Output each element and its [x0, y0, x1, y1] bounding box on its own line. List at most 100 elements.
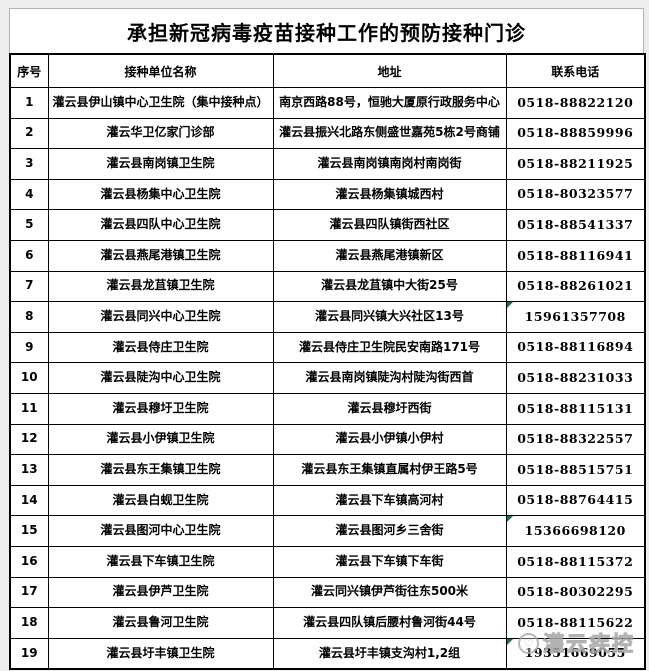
- row-phone-value: 15961357708: [524, 308, 626, 324]
- row-name: 灌云县侍庄卫生院: [47, 331, 274, 364]
- row-name: 灌云县下车镇卫生院: [47, 545, 274, 578]
- row-seq: 2: [9, 117, 49, 150]
- row-phone-value: 0518-80323577: [517, 186, 634, 202]
- row-seq: 9: [9, 331, 49, 364]
- row-address: 灌云县穆圩西街: [272, 392, 507, 425]
- row-name: 灌云县燕尾港镇卫生院: [47, 239, 274, 272]
- row-phone: 0518-88211925: [505, 148, 646, 180]
- row-phone: 0518-88764415: [505, 484, 646, 517]
- row-phone-value: 0518-88211925: [517, 155, 634, 171]
- row-phone-value: 19351669055: [524, 645, 626, 661]
- row-phone-value: 0518-88764415: [517, 492, 634, 508]
- row-phone: 0518-88261021: [505, 270, 646, 303]
- row-name: 灌云县穆圩卫生院: [47, 392, 274, 425]
- row-phone-value: 0518-88541337: [517, 216, 634, 232]
- row-address: 灌云县龙苴镇中大街25号: [272, 270, 507, 303]
- row-seq: 8: [9, 301, 49, 333]
- row-phone-value: 0518-88859996: [517, 125, 634, 141]
- row-phone-value: 0518-80302295: [517, 584, 634, 600]
- row-phone-value: 0518-88115372: [517, 553, 634, 569]
- row-phone: 0518-88115372: [505, 545, 646, 578]
- row-address: 南京西路88号，恒驰大厦原行政服务中心: [272, 87, 507, 119]
- row-phone-value: 0518-88116894: [517, 339, 634, 355]
- row-address: 灌云县小伊镇小伊村: [272, 423, 507, 456]
- row-address: 灌云同兴镇伊芦街往东500米: [272, 576, 507, 609]
- row-phone-value: 0518-88515751: [517, 461, 634, 477]
- column-header-phone: 联系电话: [505, 53, 646, 88]
- clinic-table-sheet: 承担新冠病毒疫苗接种工作的预防接种门诊 序号 接种单位名称 地址 联系电话 1 …: [9, 8, 646, 671]
- column-header-address: 地址: [272, 53, 507, 88]
- row-phone: 0518-88116941: [505, 239, 646, 272]
- table-row: 1 灌云县伊山镇中心卫生院（集中接种点） 南京西路88号，恒驰大厦原行政服务中心…: [9, 87, 646, 119]
- row-address: 灌云县南岗镇南岗村南岗街: [272, 148, 507, 180]
- row-phone: 0518-80302295: [505, 576, 646, 609]
- table-row: 2 灌云华卫亿家门诊部 灌云县振兴北路东侧盛世嘉苑5栋2号商铺 0518-888…: [9, 117, 646, 150]
- row-phone: 15366698120: [505, 515, 646, 547]
- row-seq: 16: [9, 545, 49, 578]
- row-address: 灌云县圩丰镇支沟村1,2组: [272, 637, 507, 670]
- row-seq: 13: [9, 454, 49, 486]
- row-name: 灌云县南岗镇卫生院: [47, 148, 274, 180]
- row-address: 灌云县下车镇高河村: [272, 484, 507, 517]
- row-phone: 0518-88322557: [505, 423, 646, 456]
- row-address: 灌云县东王集镇直属村伊王路5号: [272, 454, 507, 486]
- row-address: 灌云县同兴镇大兴社区13号: [272, 301, 507, 333]
- vaccination-clinics-table: 序号 接种单位名称 地址 联系电话 1 灌云县伊山镇中心卫生院（集中接种点） 南…: [9, 53, 646, 671]
- row-name: 灌云县东王集镇卫生院: [47, 454, 274, 486]
- row-name: 灌云县龙苴镇卫生院: [47, 270, 274, 303]
- row-name: 灌云县四队中心卫生院: [47, 209, 274, 241]
- row-seq: 4: [9, 178, 49, 211]
- row-name: 灌云县杨集中心卫生院: [47, 178, 274, 211]
- row-phone: 0518-88115131: [505, 392, 646, 425]
- row-name: 灌云县图河中心卫生院: [47, 515, 274, 547]
- excel-flag-icon: [507, 302, 513, 309]
- row-seq: 1: [9, 87, 49, 119]
- row-address: 灌云县侍庄卫生院民安南路171号: [272, 331, 507, 364]
- row-seq: 3: [9, 148, 49, 180]
- column-header-name: 接种单位名称: [47, 53, 274, 88]
- table-row: 11 灌云县穆圩卫生院 灌云县穆圩西街 0518-88115131: [9, 392, 646, 425]
- row-address: 灌云县燕尾港镇新区: [272, 239, 507, 272]
- row-phone-value: 0518-88116941: [517, 247, 634, 263]
- table-row: 9 灌云县侍庄卫生院 灌云县侍庄卫生院民安南路171号 0518-8811689…: [9, 331, 646, 364]
- table-body: 1 灌云县伊山镇中心卫生院（集中接种点） 南京西路88号，恒驰大厦原行政服务中心…: [9, 87, 646, 670]
- table-row: 16 灌云县下车镇卫生院 灌云县下车镇下车街 0518-88115372: [9, 545, 646, 578]
- row-name: 灌云县小伊镇卫生院: [47, 423, 274, 456]
- row-seq: 14: [9, 484, 49, 517]
- row-phone: 19351669055: [505, 637, 646, 670]
- table-row: 5 灌云县四队中心卫生院 灌云县四队镇街西社区 0518-88541337: [9, 209, 646, 241]
- table-row: 4 灌云县杨集中心卫生院 灌云县杨集镇城西村 0518-80323577: [9, 178, 646, 211]
- row-seq: 17: [9, 576, 49, 609]
- row-address: 灌云县杨集镇城西村: [272, 178, 507, 211]
- row-seq: 11: [9, 392, 49, 425]
- row-phone: 0518-88231033: [505, 362, 646, 394]
- row-phone-value: 0518-88115622: [517, 614, 634, 630]
- row-name: 灌云县陡沟中心卫生院: [47, 362, 274, 394]
- excel-flag-icon: [507, 639, 513, 645]
- table-row: 15 灌云县图河中心卫生院 灌云县图河乡三舍街 15366698120: [9, 515, 646, 547]
- row-name: 灌云华卫亿家门诊部: [47, 117, 274, 150]
- row-seq: 5: [9, 209, 49, 241]
- row-phone: 0518-88541337: [505, 209, 646, 241]
- row-name: 灌云县圩丰镇卫生院: [47, 637, 274, 670]
- row-address: 灌云县振兴北路东侧盛世嘉苑5栋2号商铺: [272, 117, 507, 150]
- row-seq: 18: [9, 607, 49, 639]
- table-row: 6 灌云县燕尾港镇卫生院 灌云县燕尾港镇新区 0518-88116941: [9, 239, 646, 272]
- excel-flag-icon: [507, 516, 513, 523]
- row-phone: 0518-88115622: [505, 607, 646, 639]
- table-row: 19 灌云县圩丰镇卫生院 灌云县圩丰镇支沟村1,2组 19351669055: [9, 637, 646, 670]
- table-row: 14 灌云县白蚬卫生院 灌云县下车镇高河村 0518-88764415: [9, 484, 646, 517]
- row-address: 灌云县下车镇下车街: [272, 545, 507, 578]
- row-phone: 15961357708: [505, 301, 646, 333]
- row-name: 灌云县同兴中心卫生院: [47, 301, 274, 333]
- row-phone: 0518-80323577: [505, 178, 646, 211]
- row-phone: 0518-88515751: [505, 454, 646, 486]
- row-phone-value: 0518-88322557: [517, 431, 634, 447]
- row-seq: 10: [9, 362, 49, 394]
- table-header-row: 序号 接种单位名称 地址 联系电话: [9, 53, 646, 88]
- row-seq: 12: [9, 423, 49, 456]
- table-row: 12 灌云县小伊镇卫生院 灌云县小伊镇小伊村 0518-88322557: [9, 423, 646, 456]
- row-phone-value: 0518-88261021: [517, 278, 634, 294]
- page-title: 承担新冠病毒疫苗接种工作的预防接种门诊: [127, 20, 526, 45]
- table-row: 10 灌云县陡沟中心卫生院 灌云县南岗镇陡沟村陡沟街西首 0518-882310…: [9, 362, 646, 394]
